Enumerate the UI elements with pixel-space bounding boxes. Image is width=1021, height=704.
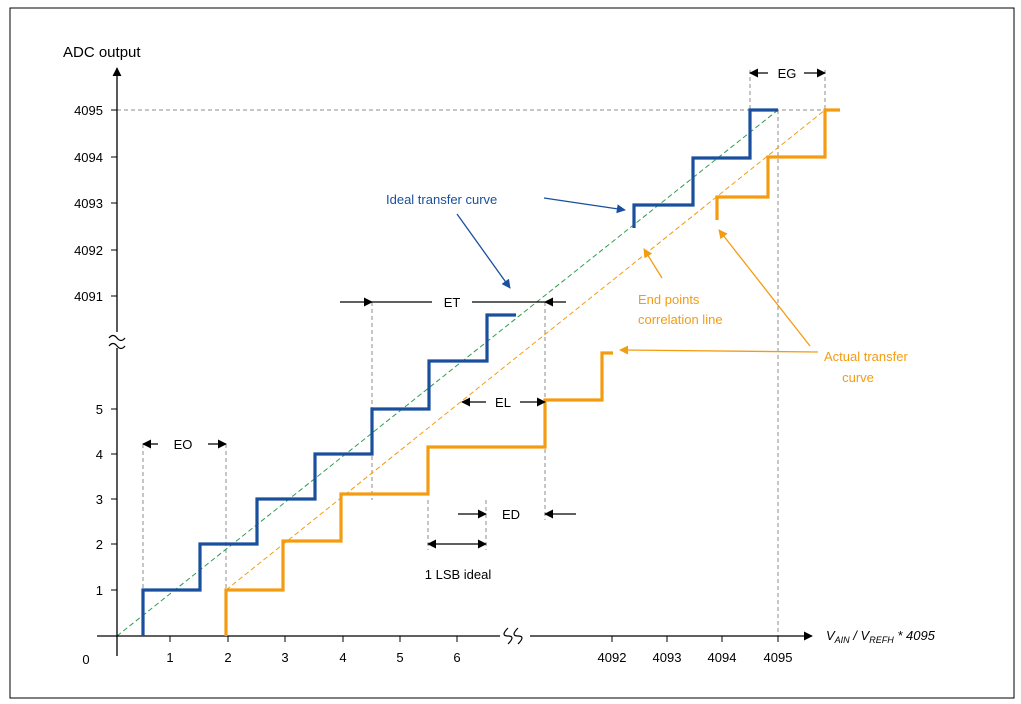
x-tick-label: 4094 [708,650,737,665]
y-axis-break-icon [108,332,126,350]
actual-transfer-curve-high [715,108,840,220]
x-tick-label: 1 [166,650,173,665]
et-label: ET [444,295,461,310]
guide-lines [117,70,826,636]
actual-transfer-label: Actual transfer [824,349,908,364]
y-tick-label: 4091 [74,289,103,304]
origin-label: 0 [82,652,89,667]
ideal-transfer-curve-low [141,313,516,636]
ideal-transfer-curve-label: Ideal transfer curve [386,192,497,207]
x-tick-label: 2 [224,650,231,665]
y-tick-label: 4094 [74,150,103,165]
ideal-diagonal-line [116,109,779,637]
x-tick-label: 4093 [653,650,682,665]
end-points-label: End points [638,292,700,307]
y-tick-label: 2 [96,537,103,552]
x-ticks [169,636,779,642]
diagram-border [9,7,1015,699]
x-axis-title: VAIN / VREFH * 4095 [826,628,936,645]
y-tick-label: 1 [96,583,103,598]
error-arrows [142,68,826,549]
x-axis-break-icon [503,627,523,645]
y-tick-label: 4095 [74,103,103,118]
ideal-transfer-curve-high [632,108,778,228]
end-points-correlation-line [225,109,826,591]
actual-transfer-curve-low [224,351,613,636]
ideal-callout-arrow-1 [543,197,626,214]
x-tick-label: 3 [281,650,288,665]
x-tick-label: 4 [339,650,346,665]
endpoint-callout-arrow [643,248,663,279]
x-tick-label: 5 [396,650,403,665]
y-tick-label: 5 [96,402,103,417]
eg-label: EG [778,66,797,81]
y-axis-title: ADC output [63,44,141,61]
eo-label: EO [174,437,193,452]
y-tick-label: 4093 [74,196,103,211]
y-tick-label: 4092 [74,243,103,258]
lsb-ideal-label: 1 LSB ideal [425,567,492,582]
actual-callout-arrow-2 [718,229,811,347]
correlation-line-label: correlation line [638,312,723,327]
y-tick-label: 4 [96,447,103,462]
ideal-callout-arrow-2 [456,213,511,289]
ed-label: ED [502,507,520,522]
x-tick-label: 4092 [598,650,627,665]
actual-callout-arrow-1 [619,345,819,355]
x-tick-label: 4095 [764,650,793,665]
y-ticks [111,109,117,591]
actual-curve-label: curve [842,370,874,385]
x-tick-label: 6 [453,650,460,665]
el-label: EL [495,395,511,410]
y-tick-label: 3 [96,492,103,507]
